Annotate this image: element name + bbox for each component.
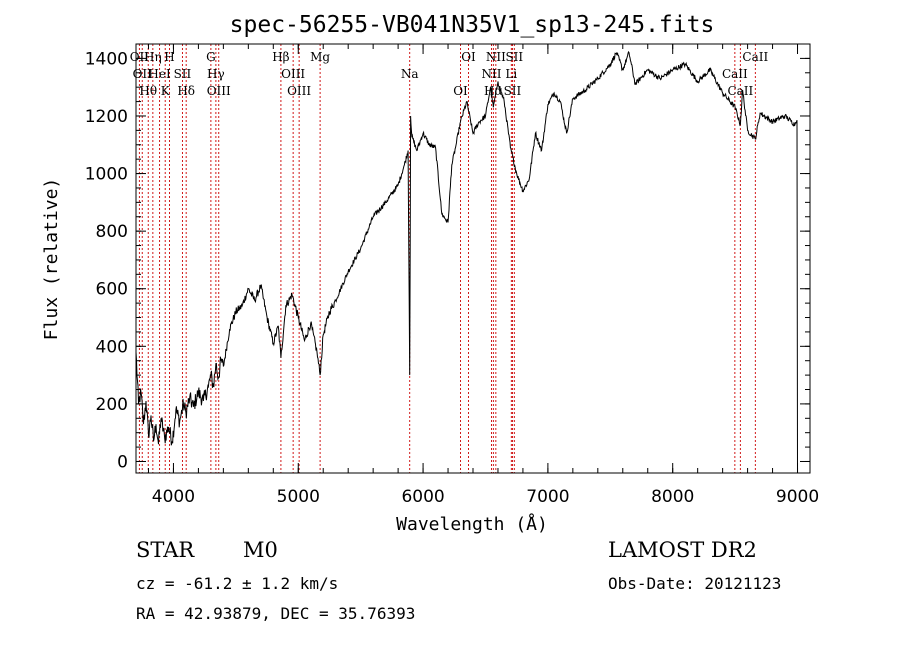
y-axis-label: Flux (relative) [41, 178, 62, 341]
y-tick-label: 600 [96, 280, 128, 300]
line-marker-label: CaII [727, 84, 753, 98]
line-marker-label: NII [481, 67, 501, 81]
y-tick-label: 200 [96, 395, 128, 415]
line-marker-label: OIII [281, 67, 305, 81]
line-marker-label: Hη [144, 50, 162, 64]
x-tick-label: 9000 [776, 487, 819, 507]
line-marker-label: SII [505, 50, 523, 64]
line-marker-label: K [161, 84, 171, 98]
y-tick-label: 1000 [85, 165, 128, 185]
line-marker-label: Hα [484, 84, 503, 98]
spectrum-line [135, 50, 798, 474]
line-marker-label: OI [461, 50, 476, 64]
line-marker-label: H [164, 50, 174, 64]
object-class: STAR [136, 538, 195, 562]
line-marker-layer [138, 44, 756, 473]
line-marker-label: NII [486, 50, 506, 64]
line-marker-label: Mg [310, 50, 330, 64]
line-marker-label: SII [504, 84, 522, 98]
y-tick-label: 0 [117, 452, 128, 472]
line-marker-label: Na [401, 67, 419, 81]
observation-date: Obs-Date: 20121123 [608, 574, 782, 593]
line-marker-label: CaII [722, 67, 748, 81]
line-marker-label: Hγ [207, 67, 225, 81]
line-marker-label: OIII [207, 84, 231, 98]
line-label-layer: OIIOIIHθHηHeIKHSIIHδGHγOIIIHβOIIIOIIIMgN… [130, 50, 769, 98]
line-marker-label: OII [133, 67, 153, 81]
x-tick-label: 7000 [526, 487, 569, 507]
x-tick-label: 6000 [401, 487, 444, 507]
redshift-velocity: cz = -61.2 ± 1.2 km/s [136, 574, 339, 593]
line-marker-label: HeI [148, 67, 171, 81]
line-marker-label: SII [174, 67, 192, 81]
line-marker-label: Hβ [272, 50, 289, 64]
spectrum-chart: spec-56255-VB041N35V1_sp13-245.fits OII O… [41, 12, 819, 535]
survey-name: LAMOST DR2 [608, 538, 757, 562]
line-marker-label: OI [453, 84, 468, 98]
line-marker-label: Li [505, 67, 517, 81]
chart-title: spec-56255-VB041N35V1_sp13-245.fits [230, 12, 715, 38]
x-tick-label: 5000 [277, 487, 320, 507]
line-marker-label: Hθ [139, 84, 157, 98]
sky-coordinates: RA = 42.93879, DEC = 35.76393 [136, 604, 416, 623]
y-axis-ticks: 0 200 400 600 800 1000 1200 1400 [85, 49, 810, 472]
object-subclass: M0 [243, 538, 278, 562]
line-marker-label: G [206, 50, 216, 64]
x-tick-label: 8000 [651, 487, 694, 507]
y-tick-label: 800 [96, 222, 128, 242]
line-marker-label: OIII [287, 84, 311, 98]
y-tick-label: 1200 [85, 107, 128, 127]
plot-frame [135, 43, 811, 474]
y-tick-label: 400 [96, 337, 128, 357]
line-marker-label: CaII [742, 50, 768, 64]
line-marker-label: Hδ [177, 84, 195, 98]
y-tick-label: 1400 [85, 49, 128, 69]
x-axis-ticks: 4000 5000 6000 7000 8000 9000 [147, 44, 819, 507]
x-tick-label: 4000 [152, 487, 195, 507]
x-axis-label: Wavelength (Å) [396, 513, 548, 535]
line-marker-label: OII [130, 50, 150, 64]
